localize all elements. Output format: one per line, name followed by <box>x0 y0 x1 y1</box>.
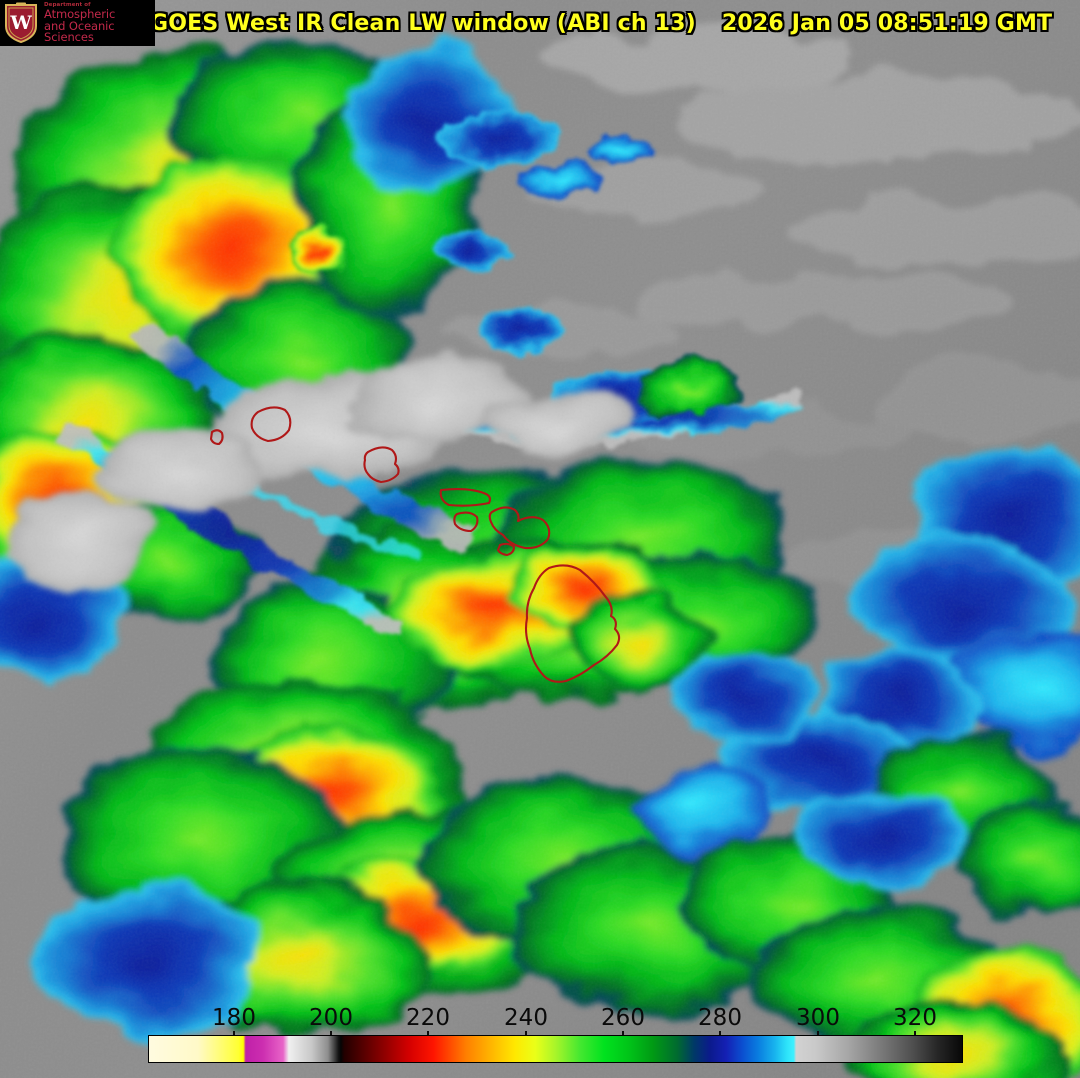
logo-text-block: Department of Atmospheric and Oceanic Sc… <box>44 1 155 44</box>
logo-department-label: Department of <box>44 1 91 8</box>
coastline-lanai <box>453 511 479 533</box>
svg-text:W: W <box>9 12 32 34</box>
coastline-hawaii-big-island <box>524 564 621 683</box>
colorbar-gradient <box>149 1036 962 1062</box>
logo-line-1: Atmospheric <box>44 7 116 21</box>
logo-line-2: and Oceanic Sciences <box>44 18 115 44</box>
hawaii-coastline-overlay <box>209 406 621 683</box>
coastline-oahu <box>363 446 400 484</box>
brightness-temperature-colorbar <box>148 1035 963 1063</box>
coastline-niihau <box>209 429 224 446</box>
uw-madison-crest: W <box>5 2 37 44</box>
coastline-kauai <box>250 406 292 443</box>
coastline-kahoolawe <box>496 542 516 557</box>
coastline-maui <box>488 506 551 550</box>
coastline-molokai <box>439 488 492 507</box>
uw-aos-logo[interactable]: W Department of Atmospheric and Oceanic … <box>0 0 155 46</box>
